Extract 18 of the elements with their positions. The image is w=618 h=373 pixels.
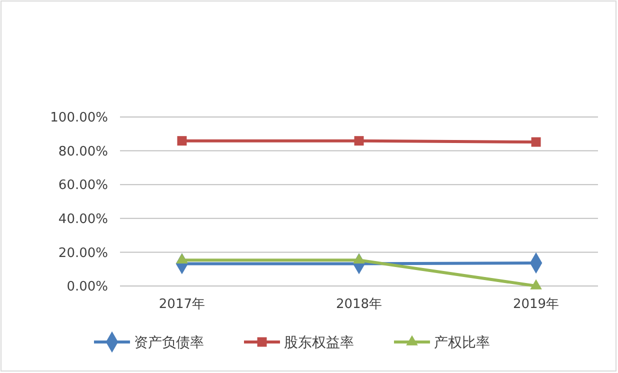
- y-tick-label: 20.00%: [58, 246, 108, 261]
- point: [354, 136, 364, 146]
- y-tick-label: 100.00%: [50, 110, 108, 126]
- y-tick-label: 40.00%: [58, 212, 108, 227]
- x-tick-label: 2018年: [336, 297, 382, 312]
- y-tick-label: 60.00%: [58, 178, 108, 194]
- y-tick-label: 0.00%: [66, 280, 108, 295]
- legend-label: 资产负债率: [134, 334, 204, 351]
- legend-label: 股东权益率: [284, 334, 354, 351]
- point: [353, 253, 365, 264]
- x-tick-label: 2019年: [512, 297, 560, 312]
- point: [530, 279, 542, 290]
- legend-label: 产权比率: [434, 334, 490, 351]
- point: [177, 136, 187, 146]
- point: [531, 137, 541, 147]
- y-tick-label: 80.00%: [58, 144, 108, 160]
- x-tick-label: 2017年: [158, 297, 206, 312]
- point: [176, 253, 188, 264]
